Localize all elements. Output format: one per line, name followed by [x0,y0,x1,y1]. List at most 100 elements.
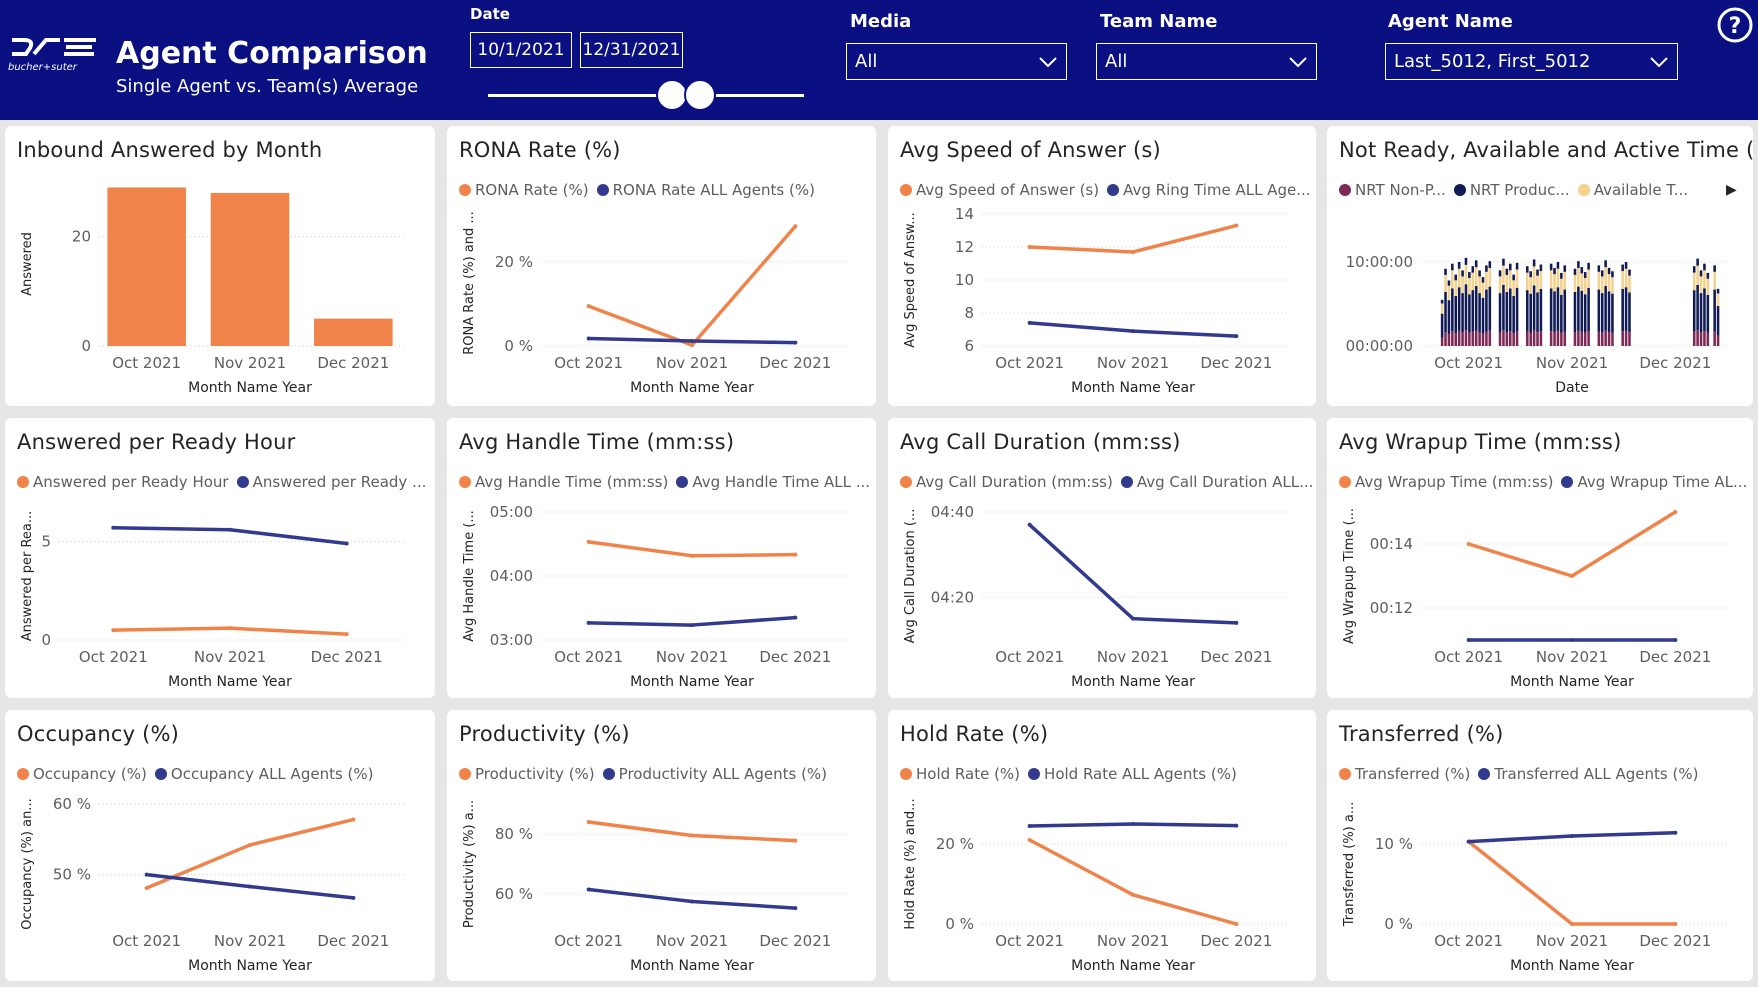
data-point-occupancy-all-agents-nov-2021[interactable] [248,884,252,889]
avg-wrapup-time-panel[interactable]: Avg Wrapup Time (mm:ss) Avg Wrapup Time (… [1327,418,1753,698]
nrt-nonprod-segment[interactable] [1502,330,1505,346]
available-segment[interactable] [1488,267,1492,287]
data-point-occupancy-nov-2021[interactable] [248,842,252,847]
available-segment[interactable] [1587,269,1590,288]
data-point-avg-speed-of-answer-s-oct-2021[interactable] [1027,245,1032,249]
nrt-prod-segment[interactable] [1604,286,1607,331]
inbound-answered-panel[interactable]: Inbound Answered by Month 0 20 Answered Mont… [5,126,435,406]
nrt-nonprod-segment[interactable] [1539,331,1543,346]
active-segment[interactable] [1696,258,1699,266]
legend-item-avg-wrapup-time-al[interactable]: Avg Wrapup Time AL... [1561,473,1747,491]
active-segment[interactable] [1529,271,1532,278]
available-segment[interactable] [1563,271,1567,290]
nrt-prod-segment[interactable] [1447,300,1451,335]
nrt-nonprod-segment[interactable] [1508,331,1512,346]
available-segment[interactable] [1621,271,1624,289]
nrt-nonprod-segment[interactable] [1454,333,1458,346]
available-segment[interactable] [1498,276,1502,294]
nrt-prod-segment[interactable] [1703,288,1706,332]
series-line-rona-rate[interactable] [586,224,798,347]
legend-item-occupancy[interactable]: Occupancy (%) [17,765,147,783]
available-segment[interactable] [1713,271,1716,290]
active-segment[interactable] [1505,268,1509,275]
active-segment[interactable] [1444,268,1447,275]
nrt-prod-segment[interactable] [1457,287,1461,331]
data-point-avg-call-duration-all-agents-nov-2021[interactable] [1131,616,1135,621]
nrt-nonprod-segment[interactable] [1468,332,1471,346]
data-point-avg-wrapup-time-all-agents-oct-2021[interactable] [1466,638,1471,642]
legend-item-avg-speed-of-answer-s[interactable]: Avg Speed of Answer (s) [900,181,1099,199]
active-segment[interactable] [1461,270,1464,277]
nrt-prod-segment[interactable] [1628,292,1631,333]
data-point-productivity-all-agents-oct-2021[interactable] [586,887,591,892]
legend-item-avg-call-duration-mm-ss[interactable]: Avg Call Duration (mm:ss) [900,473,1113,491]
active-segment[interactable] [1536,269,1539,276]
legend-item-nrt-non-p[interactable]: NRT Non-P... [1339,181,1446,199]
nrt-prod-segment[interactable] [1560,294,1563,333]
legend-next-arrow-icon[interactable]: ▶ [1726,182,1737,198]
data-point-avg-ring-time-all-agents-dec-2021[interactable] [1234,334,1239,339]
nrt-nonprod-segment[interactable] [1624,330,1628,346]
available-segment[interactable] [1580,273,1584,291]
available-segment[interactable] [1573,274,1577,292]
data-point-hold-rate-dec-2021[interactable] [1234,922,1239,926]
data-point-avg-ring-time-all-agents-oct-2021[interactable] [1027,320,1032,325]
bar-dec-2021[interactable] [314,318,393,346]
date-from-input[interactable]: 10/1/2021 [470,32,572,68]
active-segment[interactable] [1587,262,1590,270]
available-segment[interactable] [1532,266,1536,286]
date-slider-track[interactable] [488,94,804,97]
available-segment[interactable] [1485,271,1488,290]
active-segment[interactable] [1706,272,1710,279]
legend-item-transferred[interactable]: Transferred (%) [1339,765,1470,783]
data-point-avg-handle-time-mm-ss-oct-2021[interactable] [586,539,591,544]
available-segment[interactable] [1526,272,1529,291]
nrt-prod-segment[interactable] [1583,294,1587,333]
series-line-avg-wrapup-time-mm-ss[interactable] [1466,510,1678,578]
data-point-answered-per-ready-hour-all-nov-2021[interactable] [228,527,232,532]
data-point-hold-rate-all-agents-dec-2021[interactable] [1234,823,1239,828]
nrt-prod-segment[interactable] [1464,284,1468,331]
legend-item-avg-handle-time-all[interactable]: Avg Handle Time ALL ... [676,473,870,491]
data-point-avg-speed-of-answer-s-nov-2021[interactable] [1131,249,1135,254]
nrt-prod-segment[interactable] [1488,286,1492,331]
active-segment[interactable] [1611,271,1614,278]
active-segment[interactable] [1478,270,1481,277]
nrt-prod-segment[interactable] [1461,293,1464,333]
nrt-nonprod-segment[interactable] [1526,331,1529,346]
nrt-nonprod-segment[interactable] [1556,330,1560,346]
active-segment[interactable] [1577,261,1580,268]
active-segment[interactable] [1553,267,1556,275]
available-segment[interactable] [1508,270,1512,289]
available-segment[interactable] [1577,267,1580,287]
data-point-rona-rate-all-agents-oct-2021[interactable] [586,336,591,341]
nrt-nonprod-segment[interactable] [1444,332,1447,346]
nrt-nonprod-segment[interactable] [1464,330,1468,346]
legend-item-rona-rate[interactable]: RONA Rate (%) [459,181,589,199]
available-segment[interactable] [1699,276,1703,294]
legend-item-avg-wrapup-time-mm-ss[interactable]: Avg Wrapup Time (mm:ss) [1339,473,1553,491]
nrt-prod-segment[interactable] [1563,289,1567,332]
data-point-avg-wrapup-time-mm-ss-nov-2021[interactable] [1570,574,1574,578]
nrt-prod-segment[interactable] [1468,294,1471,333]
active-segment[interactable] [1512,274,1515,281]
data-point-rona-rate-all-agents-nov-2021[interactable] [690,338,694,343]
series-line-avg-call-duration-all-agents[interactable] [1027,523,1239,625]
nrt-prod-segment[interactable] [1621,288,1624,332]
data-point-hold-rate-nov-2021[interactable] [1131,892,1135,897]
nrt-prod-segment[interactable] [1481,297,1485,334]
active-segment[interactable] [1447,280,1451,286]
nrt-prod-segment[interactable] [1502,284,1505,331]
active-segment[interactable] [1699,270,1703,277]
data-point-rona-rate-all-agents-dec-2021[interactable] [793,340,798,345]
series-line-productivity[interactable] [586,820,798,843]
nrt-nonprod-segment[interactable] [1713,331,1716,346]
nrt-nonprod-segment[interactable] [1621,331,1624,346]
legend-item-occupancy-all-agents[interactable]: Occupancy ALL Agents (%) [154,765,374,783]
available-segment[interactable] [1539,271,1543,289]
rona-rate-panel[interactable]: RONA Rate (%) RONA Rate (%) RONA Rate ALL … [447,126,876,406]
data-point-avg-wrapup-time-mm-ss-oct-2021[interactable] [1466,542,1471,546]
nrt-nonprod-segment[interactable] [1471,331,1475,346]
data-point-rona-rate-oct-2021[interactable] [586,304,591,309]
data-point-avg-call-duration-all-agents-oct-2021[interactable] [1027,522,1032,527]
